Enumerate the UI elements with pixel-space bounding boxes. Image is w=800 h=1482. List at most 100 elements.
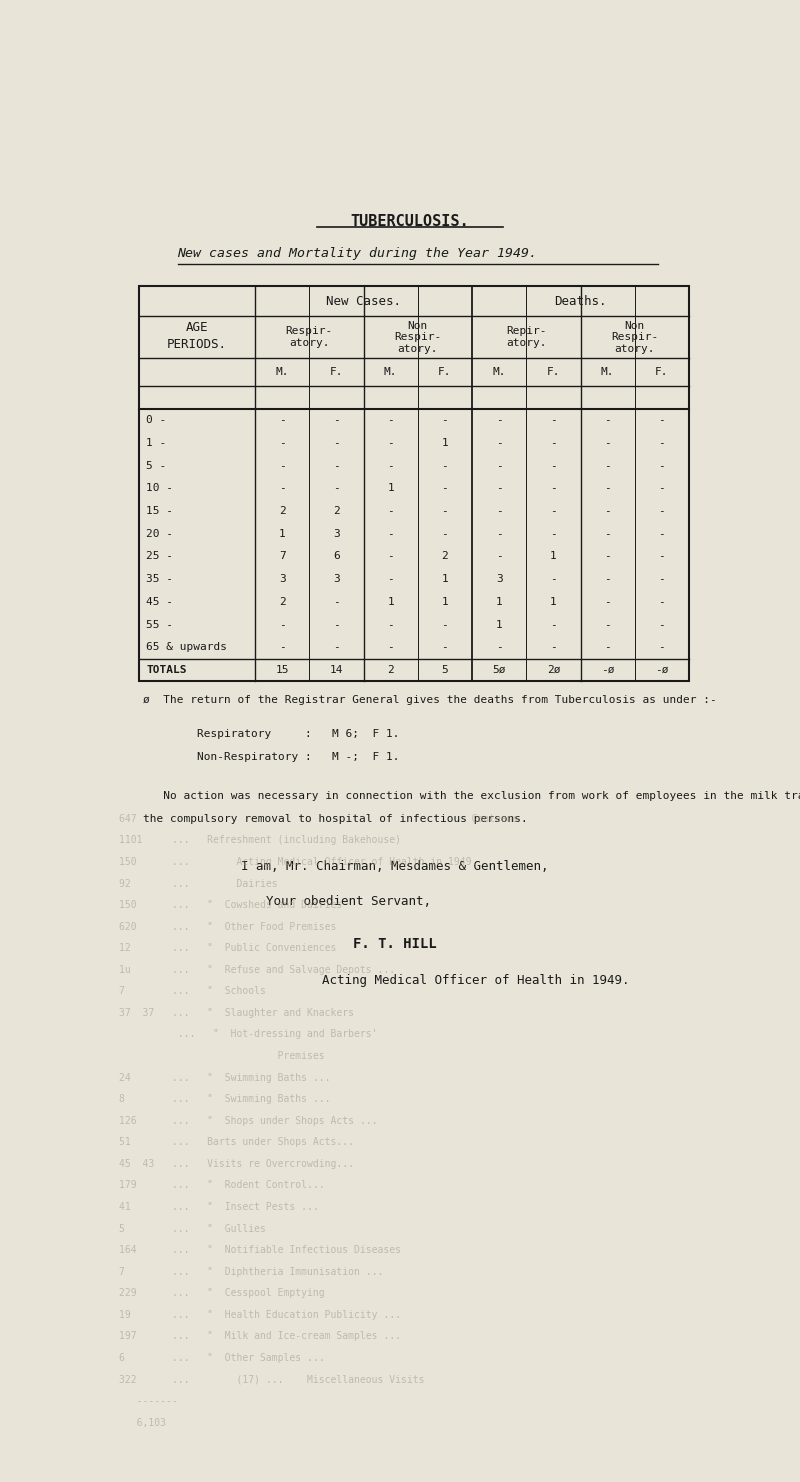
Text: -: - xyxy=(658,483,666,494)
Text: -: - xyxy=(658,551,666,562)
Text: -: - xyxy=(333,415,340,425)
Text: -: - xyxy=(658,461,666,471)
Text: -: - xyxy=(604,483,611,494)
Text: Your obedient Servant,: Your obedient Servant, xyxy=(266,895,430,907)
Text: -: - xyxy=(442,619,448,630)
Text: F.: F. xyxy=(438,368,452,376)
Text: 41       ...   "  Insect Pests ...: 41 ... " Insect Pests ... xyxy=(119,1202,319,1212)
Text: -: - xyxy=(658,597,666,608)
Text: TOTALS: TOTALS xyxy=(146,665,187,676)
Text: 3: 3 xyxy=(496,574,502,584)
Text: 1: 1 xyxy=(550,597,557,608)
Text: 164      ...   "  Notifiable Infectious Diseases: 164 ... " Notifiable Infectious Diseases xyxy=(119,1245,402,1255)
Text: -: - xyxy=(604,437,611,448)
Text: 5        ...   "  Gullies: 5 ... " Gullies xyxy=(119,1224,266,1233)
Text: 3: 3 xyxy=(278,574,286,584)
Text: 229      ...   "  Cesspool Emptying: 229 ... " Cesspool Emptying xyxy=(119,1288,325,1298)
Text: 0 -: 0 - xyxy=(146,415,166,425)
Text: 1: 1 xyxy=(442,437,448,448)
Text: -: - xyxy=(278,461,286,471)
Text: 1: 1 xyxy=(442,574,448,584)
Text: -: - xyxy=(550,574,557,584)
Text: F. T. HILL: F. T. HILL xyxy=(353,937,436,951)
Text: 1: 1 xyxy=(442,597,448,608)
Text: 179      ...   "  Rodent Control...: 179 ... " Rodent Control... xyxy=(119,1180,325,1190)
Text: 25 -: 25 - xyxy=(146,551,174,562)
Text: No action was necessary in connection with the exclusion from work of employees : No action was necessary in connection wi… xyxy=(142,791,800,800)
Text: -: - xyxy=(387,551,394,562)
Text: 45 -: 45 - xyxy=(146,597,174,608)
Text: 126      ...   "  Shops under Shops Acts ...: 126 ... " Shops under Shops Acts ... xyxy=(119,1116,378,1126)
Text: -: - xyxy=(658,619,666,630)
Text: 8        ...   "  Swimming Baths ...: 8 ... " Swimming Baths ... xyxy=(119,1094,331,1104)
Text: -: - xyxy=(387,415,394,425)
Text: 620      ...   "  Other Food Premises: 620 ... " Other Food Premises xyxy=(119,922,337,932)
Text: -: - xyxy=(278,415,286,425)
Text: 19       ...   "  Health Education Publicity ...: 19 ... " Health Education Publicity ... xyxy=(119,1310,402,1320)
Text: -: - xyxy=(496,642,502,652)
Text: Acting Medical Officer of Health in 1949.: Acting Medical Officer of Health in 1949… xyxy=(322,974,630,987)
Text: 35 -: 35 - xyxy=(146,574,174,584)
Text: M.: M. xyxy=(601,368,614,376)
Text: F.: F. xyxy=(330,368,343,376)
Text: 1: 1 xyxy=(496,619,502,630)
Text: -: - xyxy=(333,483,340,494)
Text: 20 -: 20 - xyxy=(146,529,174,539)
Text: -: - xyxy=(333,437,340,448)
Text: -: - xyxy=(604,461,611,471)
Text: 45  43   ...   Visits re Overcrowding...: 45 43 ... Visits re Overcrowding... xyxy=(119,1159,354,1169)
Text: 12       ...   "  Public Conveniences: 12 ... " Public Conveniences xyxy=(119,943,337,953)
Text: -: - xyxy=(550,483,557,494)
Text: -: - xyxy=(278,619,286,630)
Text: -: - xyxy=(278,483,286,494)
Text: -: - xyxy=(550,437,557,448)
Text: -: - xyxy=(658,437,666,448)
Text: I am, Mr. Chairman, Mesdames & Gentlemen,: I am, Mr. Chairman, Mesdames & Gentlemen… xyxy=(241,860,548,873)
Text: ø  The return of the Registrar General gives the deaths from Tuberculosis as und: ø The return of the Registrar General gi… xyxy=(142,695,716,705)
Text: 7: 7 xyxy=(278,551,286,562)
Text: -: - xyxy=(550,642,557,652)
Text: -: - xyxy=(550,415,557,425)
Text: 5 -: 5 - xyxy=(146,461,166,471)
Text: Non
Respir-
atory.: Non Respir- atory. xyxy=(611,320,658,354)
Text: 51       ...   Barts under Shops Acts...: 51 ... Barts under Shops Acts... xyxy=(119,1137,354,1147)
Text: 1: 1 xyxy=(387,597,394,608)
Text: -ø: -ø xyxy=(601,665,614,676)
Text: -: - xyxy=(442,483,448,494)
Text: -: - xyxy=(604,505,611,516)
Text: Repir-
atory.: Repir- atory. xyxy=(506,326,546,348)
Text: F.: F. xyxy=(655,368,669,376)
Text: Respir-
atory.: Respir- atory. xyxy=(286,326,333,348)
Text: 197      ...   "  Milk and Ice-cream Samples ...: 197 ... " Milk and Ice-cream Samples ... xyxy=(119,1331,402,1341)
Bar xyxy=(138,286,689,682)
Text: -: - xyxy=(278,437,286,448)
Text: 1101     ...   Refreshment (including Bakehouse): 1101 ... Refreshment (including Bakehous… xyxy=(119,836,402,845)
Text: F.: F. xyxy=(546,368,560,376)
Text: 322      ...        (17) ...    Miscellaneous Visits: 322 ... (17) ... Miscellaneous Visits xyxy=(119,1374,425,1384)
Text: 2ø: 2ø xyxy=(546,665,560,676)
Text: -: - xyxy=(604,597,611,608)
Text: -: - xyxy=(442,642,448,652)
Text: 15: 15 xyxy=(275,665,289,676)
Text: 92       ...        Dairies: 92 ... Dairies xyxy=(119,879,278,889)
Text: 65 & upwards: 65 & upwards xyxy=(146,642,227,652)
Text: -: - xyxy=(604,574,611,584)
Text: -------: ------- xyxy=(119,1396,178,1406)
Text: -: - xyxy=(604,529,611,539)
Text: 6: 6 xyxy=(333,551,340,562)
Text: -: - xyxy=(550,529,557,539)
Text: 5: 5 xyxy=(442,665,448,676)
Text: 1: 1 xyxy=(387,483,394,494)
Text: 647      ...                                                Canteens: 647 ... Canteens xyxy=(119,814,519,824)
Text: 3: 3 xyxy=(333,574,340,584)
Text: -: - xyxy=(387,574,394,584)
Text: Deaths.: Deaths. xyxy=(554,295,606,308)
Text: 2: 2 xyxy=(387,665,394,676)
Text: -: - xyxy=(442,529,448,539)
Text: 2: 2 xyxy=(278,505,286,516)
Text: New cases and Mortality during the Year 1949.: New cases and Mortality during the Year … xyxy=(178,247,538,261)
Text: 150      ...        Acting Medical Officer of Health in 1949.: 150 ... Acting Medical Officer of Health… xyxy=(119,857,478,867)
Text: -: - xyxy=(658,529,666,539)
Text: 24       ...   "  Swimming Baths ...: 24 ... " Swimming Baths ... xyxy=(119,1073,331,1082)
Text: 1: 1 xyxy=(278,529,286,539)
